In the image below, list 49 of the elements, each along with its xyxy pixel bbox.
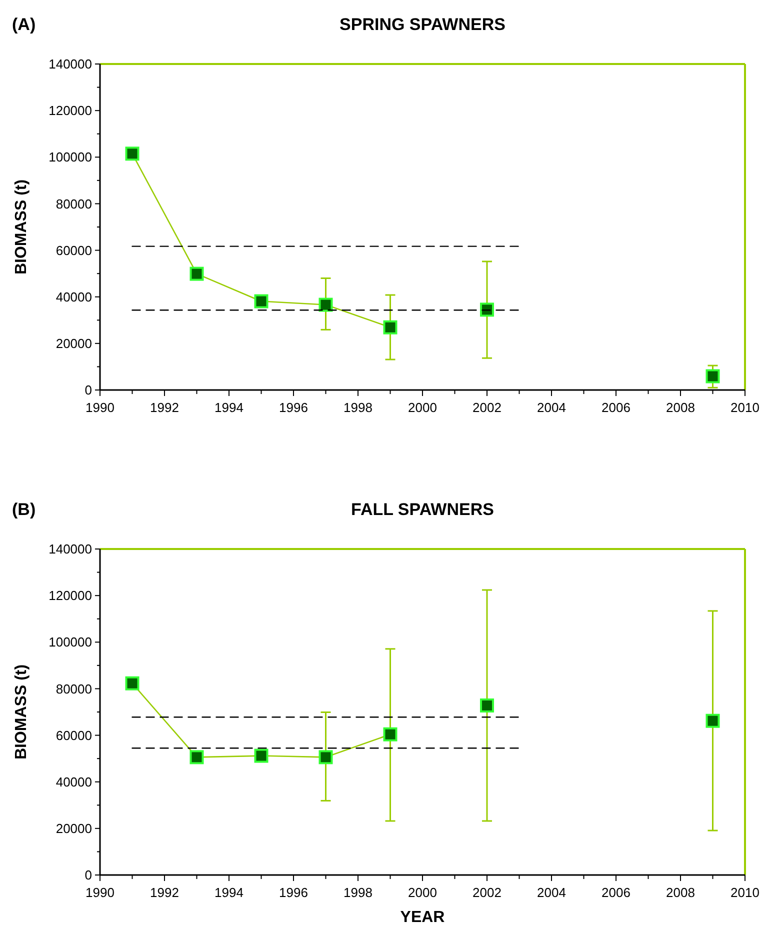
x-tick-label: 2004 <box>537 400 566 415</box>
x-tick-label: 1992 <box>150 400 179 415</box>
y-tick-label: 20000 <box>56 336 92 351</box>
y-tick-label: 60000 <box>56 242 92 258</box>
chart-title: FALL SPAWNERS <box>351 500 494 519</box>
chart-title: SPRING SPAWNERS <box>340 15 506 34</box>
text: (B) <box>12 500 36 519</box>
y-tick-label: 120000 <box>48 103 92 118</box>
y-axis-title: BIOMASS (t) <box>13 664 30 760</box>
x-tick-label: 2002 <box>472 885 502 900</box>
x-tick-label: 1990 <box>86 885 114 900</box>
x-axis-title: YEAR <box>400 909 446 926</box>
x-tick-label: 1998 <box>344 885 372 900</box>
y-tick-label: 140000 <box>48 56 92 72</box>
x-tick-label: 1996 <box>279 885 308 900</box>
y-tick-label: 60000 <box>56 728 92 743</box>
x-tick-label: 2008 <box>666 400 695 415</box>
x-tick-label: 2006 <box>602 885 630 900</box>
y-tick-label: 100000 <box>48 150 92 165</box>
x-tick-label: 2010 <box>730 400 760 415</box>
y-tick-label: 120000 <box>48 588 92 604</box>
y-tick-label: 0 <box>84 868 92 883</box>
y-tick-label: 100000 <box>48 634 92 650</box>
y-tick-label: 0 <box>84 382 92 398</box>
x-tick-label: 2004 <box>537 885 566 900</box>
point <box>706 714 720 728</box>
x-tick-label: 2000 <box>408 885 437 900</box>
x-tick-label: 2010 <box>730 885 760 900</box>
x-tick-label: 1996 <box>279 400 308 415</box>
x-tick-label: 1992 <box>150 885 179 900</box>
x-tick-label: 2002 <box>472 400 502 415</box>
y-tick-label: 40000 <box>56 774 92 790</box>
y-tick-label: 140000 <box>48 542 92 557</box>
y-tick-label: 20000 <box>56 820 92 836</box>
x-tick-label: 1990 <box>86 400 114 415</box>
y-tick-label: 80000 <box>56 681 92 696</box>
x-tick-label: 2000 <box>408 400 437 415</box>
point <box>480 302 494 317</box>
x-tick-label: 1994 <box>214 885 244 900</box>
y-tick-label: 80000 <box>56 196 92 212</box>
y-tick-label: 40000 <box>56 289 92 304</box>
y-axis-title: BIOMASS (t) <box>13 179 30 275</box>
x-tick-label: 1998 <box>344 400 372 415</box>
x-tick-label: 1994 <box>214 400 244 415</box>
point <box>480 698 494 712</box>
point <box>706 369 720 384</box>
x-tick-label: 2006 <box>602 400 630 415</box>
x-tick-label: 2008 <box>666 885 695 900</box>
text: (A) <box>12 15 36 34</box>
